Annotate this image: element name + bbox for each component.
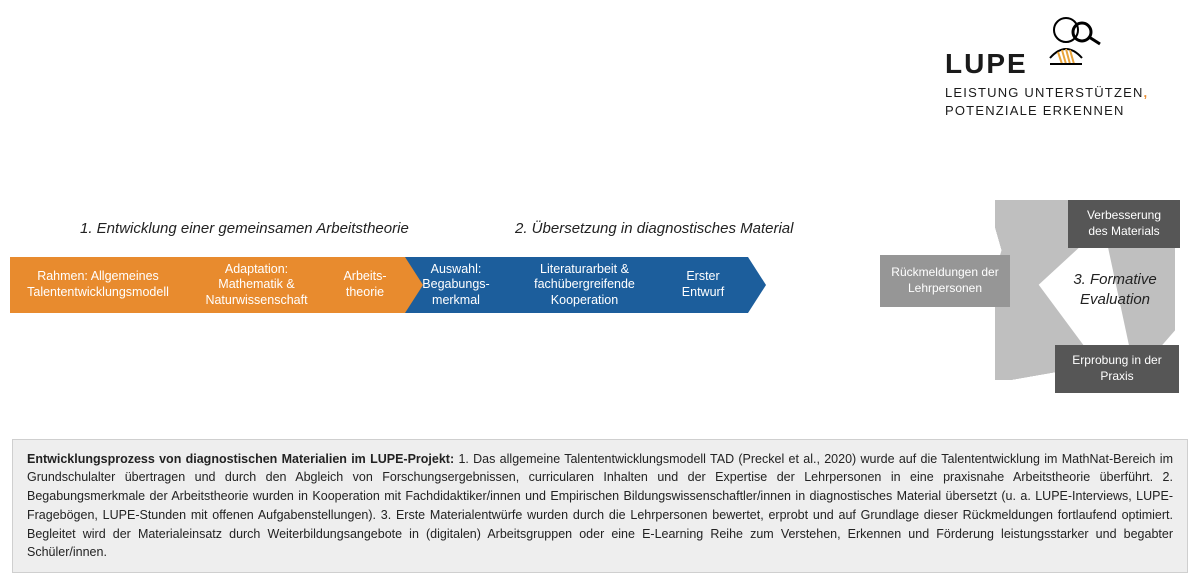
formative-evaluation-cycle: Rückmeldungen der Lehrpersonen Verbesser… (875, 190, 1185, 410)
section-3-label: 3. Formative Evaluation (1055, 270, 1175, 309)
logo-subtitle-line2: POTENZIALE ERKENNEN (945, 103, 1125, 118)
eval-feedback-box: Rückmeldungen der Lehrpersonen (880, 255, 1010, 307)
section-1-label: 1. Entwicklung einer gemeinsamen Arbeits… (80, 220, 409, 237)
flow-step-0: Rahmen: Allgemeines Talententwicklungsmo… (10, 257, 188, 313)
magnifier-person-icon (1036, 10, 1106, 80)
process-arrow-flow: Rahmen: Allgemeines Talententwicklungsmo… (10, 255, 748, 315)
logo-word: LUPE (945, 48, 1028, 80)
lupe-logo-block: LUPE LEISTUNG UNTERSTÜTZEN, POTENZIALE E… (945, 10, 1175, 120)
logo-subtitle-line1: LEISTUNG UNTERSTÜTZEN (945, 85, 1144, 100)
eval-improve-box: Verbesserung des Materials (1068, 200, 1180, 248)
description-body: 1. Das allgemeine Talententwicklungsmode… (27, 452, 1173, 560)
description-caption: Entwicklungsprozess von diagnostischen M… (12, 439, 1188, 574)
description-title: Entwicklungsprozess von diagnostischen M… (27, 452, 454, 466)
eval-trial-box: Erprobung in der Praxis (1055, 345, 1179, 393)
section-2-label: 2. Übersetzung in diagnostisches Materia… (515, 220, 793, 237)
logo-subtitle: LEISTUNG UNTERSTÜTZEN, POTENZIALE ERKENN… (945, 84, 1175, 120)
